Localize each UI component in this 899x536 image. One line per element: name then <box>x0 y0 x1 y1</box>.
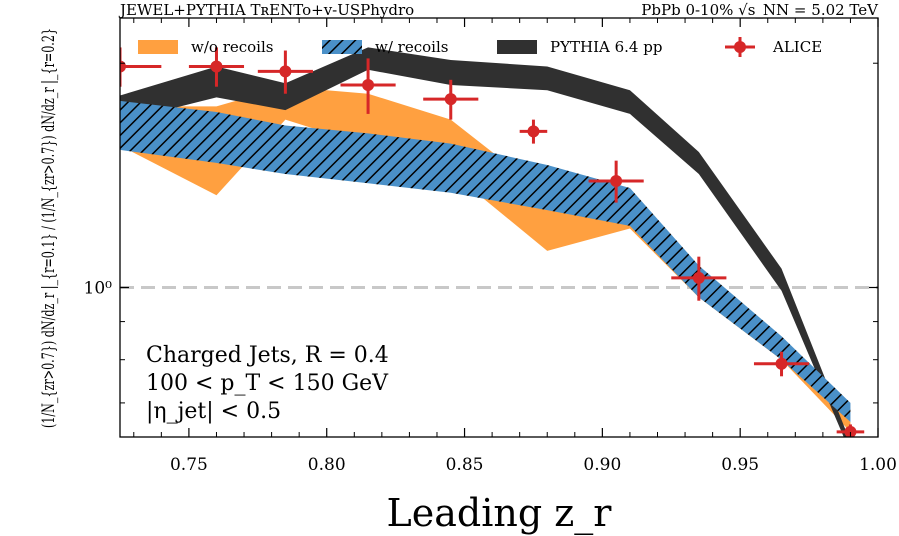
legend-swatch <box>138 40 178 54</box>
alice-point <box>588 160 644 203</box>
plot-frame <box>119 17 879 438</box>
annotation-eta: |η_jet| < 0.5 <box>146 399 281 424</box>
legend-label: PYTHIA 6.4 pp <box>550 38 662 56</box>
alice-marker <box>844 425 857 437</box>
alice-marker <box>775 357 788 370</box>
alice-marker <box>527 125 540 138</box>
y-axis-label: (1/N_{zr>0.7}) dN/dz_r |_{r=0.1} / (1/N_… <box>39 28 59 428</box>
legend-item-pythia-6-4-pp: PYTHIA 6.4 pp <box>497 38 662 56</box>
alice-point <box>257 50 313 94</box>
legend: w/o recoils w/ recoils PYTHIA 6.4 pp ALICE <box>138 37 822 57</box>
y-tick-label: 10⁰ <box>84 279 113 299</box>
annotation-jets: Charged Jets, R = 0.4 <box>146 343 389 368</box>
axes: 0.75 0.80 0.85 0.90 0.95 1.00 10⁰ <box>84 18 897 475</box>
x-tick-label: 0.85 <box>446 455 484 475</box>
x-tick-label: 0.95 <box>721 455 759 475</box>
chart-title-right: PbPb 0-10% √s_NN = 5.02 TeV <box>641 1 879 19</box>
alice-point <box>340 58 396 114</box>
legend-swatch <box>322 40 362 54</box>
legend-swatch <box>497 40 537 54</box>
alice-marker <box>610 174 623 187</box>
plot-area <box>120 47 878 437</box>
alice-marker <box>362 78 375 91</box>
alice-marker <box>279 65 292 78</box>
legend-item-w-recoils: w/ recoils <box>322 38 448 56</box>
legend-item-alice: ALICE <box>725 37 822 57</box>
band-w-recoils <box>120 100 851 422</box>
legend-label: w/o recoils <box>191 38 273 56</box>
chart-title-left: JEWEL+PYTHIA TʀENTo+v-USPhydro <box>118 1 414 19</box>
alice-point <box>423 79 479 120</box>
x-tick-label: 0.80 <box>308 455 346 475</box>
x-axis-label: Leading z_r <box>387 491 613 536</box>
x-tick-label: 1.00 <box>859 455 897 475</box>
x-tick-label: 0.75 <box>170 455 208 475</box>
legend-marker-dot <box>734 41 746 53</box>
annotation-pt: 100 < p_T < 150 GeV <box>146 371 389 396</box>
alice-point <box>188 47 245 87</box>
legend-label: ALICE <box>772 38 822 56</box>
legend-item-w-o-recoils: w/o recoils <box>138 38 273 56</box>
legend-label: w/ recoils <box>375 38 448 56</box>
alice-marker <box>210 60 223 73</box>
alice-marker <box>692 271 705 284</box>
alice-point <box>753 351 810 377</box>
alice-point <box>519 119 548 144</box>
band-pythia-6-4-pp <box>120 47 849 437</box>
alice-marker <box>444 93 457 106</box>
x-tick-label: 0.90 <box>583 455 621 475</box>
alice-point <box>671 256 727 301</box>
alice-point <box>836 424 865 437</box>
annotation-block: Charged Jets, R = 0.4 100 < p_T < 150 Ge… <box>146 343 389 424</box>
